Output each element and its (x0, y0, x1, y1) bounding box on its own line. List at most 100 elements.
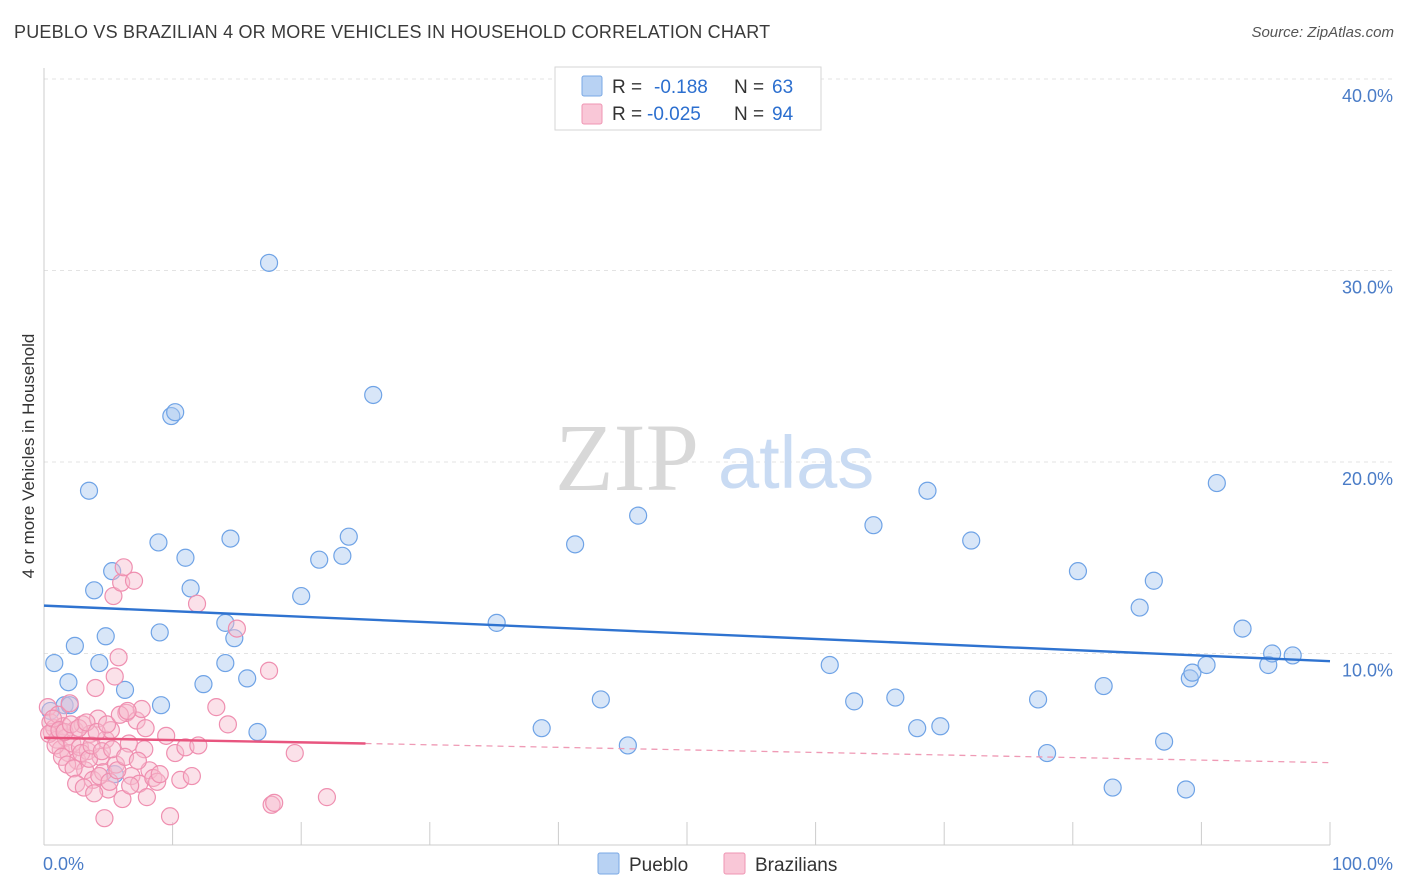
pueblo-point-13 (182, 580, 199, 597)
pueblo-point-59 (1208, 475, 1225, 492)
brazilians-point-46 (162, 808, 179, 825)
pueblo-point-6 (177, 549, 194, 566)
pueblo-point-3 (167, 404, 184, 421)
pueblo-point-40 (846, 693, 863, 710)
legend-swatch-pueblo (582, 76, 602, 96)
pueblo-point-37 (533, 720, 550, 737)
pueblo-point-34 (567, 536, 584, 553)
pueblo-point-43 (909, 720, 926, 737)
brazilians-point-90 (119, 702, 136, 719)
legend-r-value-brazilians: -0.025 (647, 104, 701, 125)
scatter-chart: ZIP atlas 10.0%20.0%30.0%40.0% 0.0% 100.… (0, 0, 1406, 892)
brazilians-point-59 (286, 745, 303, 762)
pueblo-point-1 (365, 386, 382, 403)
x-tick-max: 100.0% (1332, 854, 1393, 874)
pueblo-point-29 (153, 697, 170, 714)
pueblo-point-53 (1145, 572, 1162, 589)
pueblo-point-24 (195, 676, 212, 693)
brazilians-point-55 (228, 620, 245, 637)
pueblo-point-50 (1095, 678, 1112, 695)
pueblo-point-55 (1177, 781, 1194, 798)
brazilians-point-92 (129, 752, 146, 769)
brazilians-trend-extension (366, 744, 1331, 763)
brazilians-point-93 (137, 720, 154, 737)
series-legend-label-pueblo: Pueblo (629, 855, 688, 876)
series-legend: Pueblo Brazilians (598, 853, 837, 876)
pueblo-point-12 (86, 582, 103, 599)
brazilians-point-60 (318, 789, 335, 806)
brazilians-point-56 (261, 662, 278, 679)
pueblo-point-44 (919, 482, 936, 499)
y-tick-labels: 10.0%20.0%30.0%40.0% (1342, 86, 1393, 681)
pueblo-point-16 (151, 624, 168, 641)
brazilians-point-44 (151, 766, 168, 783)
pueblo-point-54 (1156, 733, 1173, 750)
brazilians-point-50 (183, 768, 200, 785)
pueblo-point-45 (932, 718, 949, 735)
pueblo-point-10 (340, 528, 357, 545)
pueblo-point-22 (217, 655, 234, 672)
pueblo-point-51 (1104, 779, 1121, 796)
brazilians-point-20 (87, 679, 104, 696)
legend-n-label-brazilians: N = (734, 104, 764, 125)
pueblo-point-7 (222, 530, 239, 547)
legend-swatch-brazilians (582, 104, 602, 124)
pueblo-point-49 (1069, 563, 1086, 580)
gridlines (44, 79, 1392, 654)
watermark-atlas: atlas (718, 421, 874, 504)
pueblo-point-58 (1198, 656, 1215, 673)
pueblo-point-18 (66, 637, 83, 654)
pueblo-point-63 (1284, 647, 1301, 664)
pueblo-point-0 (261, 254, 278, 271)
series-legend-swatch-brazilians (724, 853, 745, 874)
legend-r-value-pueblo: -0.188 (654, 77, 708, 98)
brazilians-point-91 (122, 777, 139, 794)
pueblo-point-31 (249, 724, 266, 741)
legend-r-label-brazilians: R = (612, 104, 642, 125)
brazilians-point-69 (65, 760, 82, 777)
pueblo-point-42 (887, 689, 904, 706)
pueblo-point-23 (60, 674, 77, 691)
brazilians-point-54 (219, 716, 236, 733)
pueblo-point-4 (81, 482, 98, 499)
pueblo-point-52 (1131, 599, 1148, 616)
pueblo-point-47 (1030, 691, 1047, 708)
pueblo-point-46 (963, 532, 980, 549)
pueblo-point-21 (91, 655, 108, 672)
pueblo-point-20 (46, 655, 63, 672)
pueblo-point-5 (150, 534, 167, 551)
x-tick-min: 0.0% (43, 854, 84, 874)
pueblo-point-48 (1039, 745, 1056, 762)
y-tick-label-3: 40.0% (1342, 86, 1393, 106)
brazilians-point-40 (138, 789, 155, 806)
stats-legend: R = -0.188 N = 63 R = -0.025 N = 94 (555, 67, 821, 130)
pueblo-point-38 (619, 737, 636, 754)
brazilians-point-29 (110, 649, 127, 666)
y-axis-label: 4 or more Vehicles in Household (19, 334, 38, 579)
watermark-zip: ZIP (555, 404, 699, 511)
brazilians-point-45 (158, 727, 175, 744)
y-tick-label-1: 20.0% (1342, 469, 1393, 489)
legend-n-value-pueblo: 63 (772, 77, 793, 98)
legend-n-label-pueblo: N = (734, 77, 764, 98)
pueblo-point-25 (239, 670, 256, 687)
pueblo-point-33 (488, 614, 505, 631)
series-legend-label-brazilians: Brazilians (755, 855, 837, 876)
pueblo-point-17 (97, 628, 114, 645)
brazilians-point-10 (61, 695, 78, 712)
brazilians-point-53 (208, 699, 225, 716)
brazilians-point-77 (86, 785, 103, 802)
pueblo-point-39 (821, 656, 838, 673)
legend-n-value-brazilians: 94 (772, 104, 794, 125)
pueblo-point-9 (334, 547, 351, 564)
y-tick-label-2: 30.0% (1342, 278, 1393, 298)
pueblo-point-60 (1234, 620, 1251, 637)
pueblo-point-36 (592, 691, 609, 708)
pueblo-point-14 (293, 588, 310, 605)
brazilians-point-51 (189, 595, 206, 612)
legend-r-label-pueblo: R = (612, 77, 642, 98)
pueblo-point-41 (865, 517, 882, 534)
pueblo-point-8 (311, 551, 328, 568)
brazilians-point-58 (266, 794, 283, 811)
brazilians-point-35 (126, 572, 143, 589)
